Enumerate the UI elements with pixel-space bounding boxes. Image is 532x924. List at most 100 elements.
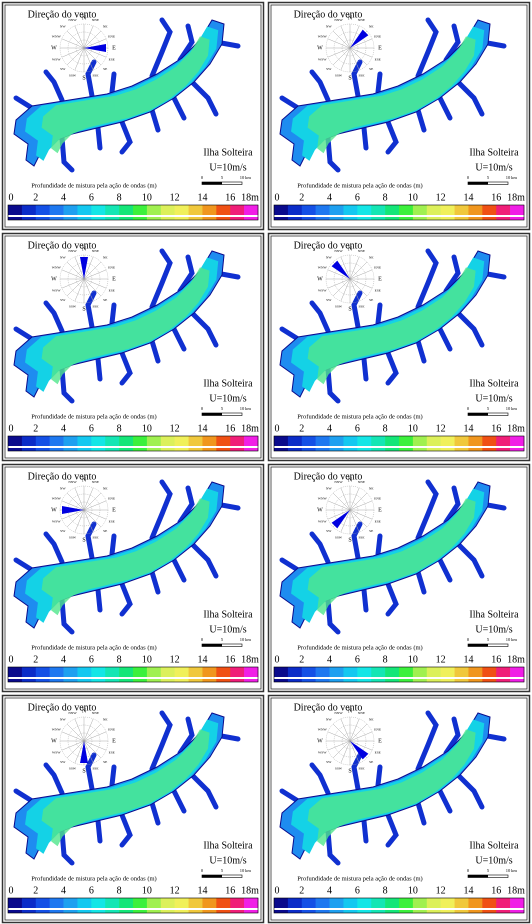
legend-swatch-strip <box>399 217 414 220</box>
legend-swatch-strip <box>119 679 134 682</box>
rose-spoke <box>74 487 85 511</box>
legend-tick-label: 4 <box>61 654 66 665</box>
legend-swatch-strip <box>133 217 148 220</box>
legend-swatch-strip <box>8 679 23 682</box>
rose-label: SSW <box>335 74 343 78</box>
reservoir-branch <box>443 716 461 756</box>
legend-tick-label: 10 <box>408 192 418 203</box>
reservoir-branch <box>309 300 331 334</box>
legend-swatch <box>146 898 162 908</box>
rose-label: SSW <box>335 767 343 771</box>
legend-swatch <box>119 667 134 677</box>
legend-tick-label: 18m <box>507 192 525 203</box>
legend-swatch <box>77 667 92 677</box>
legend-tick-label: 2 <box>33 885 38 896</box>
legend-swatch <box>188 898 203 908</box>
legend-swatch-strip <box>426 679 441 682</box>
legend-swatch-strip <box>329 448 344 451</box>
legend-tick-label: 8 <box>117 192 122 203</box>
rose-spoke <box>83 47 94 71</box>
reservoir-branch <box>361 356 369 382</box>
reservoir-branch <box>43 531 65 565</box>
rose-label: ESE <box>109 57 115 61</box>
reservoir-branch <box>455 541 485 579</box>
reservoir-branch <box>85 521 97 561</box>
reservoir-branch <box>85 752 97 792</box>
legend-swatch <box>188 667 203 677</box>
rose-label: NE <box>103 718 108 722</box>
rose-spoke <box>74 256 85 280</box>
legend-swatch <box>91 436 106 446</box>
reservoir-branch <box>59 366 75 404</box>
legend-swatch <box>63 667 78 677</box>
legend-swatch-strip <box>454 910 469 913</box>
rose-label: SSW <box>335 305 343 309</box>
rose-label: ESE <box>109 288 115 292</box>
rose-label: ESE <box>375 750 381 754</box>
rose-spoke <box>340 509 351 533</box>
reservoir-branch <box>119 812 133 848</box>
reservoir-branch <box>85 59 97 99</box>
rose-spoke <box>349 509 373 520</box>
legend-tick-label: 2 <box>33 654 38 665</box>
reservoir-deep <box>307 729 476 847</box>
legend-swatch-strip <box>77 910 92 913</box>
rose-label: SSE <box>92 767 98 771</box>
legend-swatch-strip <box>202 910 217 913</box>
rose-label: ENE <box>108 34 115 38</box>
legend-swatch-strip <box>426 910 441 913</box>
scale-tick-label: 10 <box>240 868 245 873</box>
legend-swatch <box>105 667 120 677</box>
reservoir-deep <box>307 498 476 616</box>
rose-label: E <box>112 45 116 51</box>
rose-label: SE <box>103 760 107 764</box>
reservoir-branch <box>95 818 103 844</box>
reservoir-map <box>13 248 241 404</box>
panel-inner-frame <box>270 235 528 459</box>
rose-spoke <box>61 47 85 58</box>
rose-spoke <box>327 38 351 49</box>
legend-swatch-strip <box>188 217 203 220</box>
scale-tick-label: 5 <box>487 868 490 873</box>
panel-inner-frame <box>270 466 528 690</box>
legend-tick-label: 2 <box>33 423 38 434</box>
legend-swatch-strip <box>77 448 92 451</box>
reservoir-branch <box>351 521 363 561</box>
legend-swatch <box>244 436 259 446</box>
reservoir-branch <box>375 764 383 788</box>
location-label: Ilha Solteira <box>469 147 519 158</box>
reservoir-branch <box>13 557 35 573</box>
scale-bar-fill <box>468 875 488 878</box>
rose-spoke <box>340 740 351 764</box>
legend-swatch <box>329 898 344 908</box>
speed-label: U=10m/s <box>475 855 512 866</box>
legend-swatch-strip <box>454 217 469 220</box>
legend-tick-label: 18m <box>507 654 525 665</box>
legend-swatch <box>385 667 400 677</box>
legend-swatch <box>454 436 469 446</box>
rose-label: W <box>51 276 57 282</box>
scale-unit: km <box>245 868 251 873</box>
legend-swatch <box>315 898 330 908</box>
reservoir-branch <box>415 710 439 772</box>
legend-swatch-strip <box>160 910 175 913</box>
reservoir-branch <box>325 828 341 866</box>
legend-swatch <box>343 436 358 446</box>
location-label: Ilha Solteira <box>469 609 519 620</box>
rose-spoke <box>349 509 360 533</box>
legend-swatch <box>426 436 441 446</box>
rose-label: NE <box>369 256 374 260</box>
legend-swatch <box>202 667 217 677</box>
reservoir-branch <box>189 79 219 117</box>
legend-tick-label: 18m <box>507 423 525 434</box>
rose-label: SE <box>369 67 373 71</box>
legend-swatch <box>63 436 78 446</box>
legend-swatch-strip <box>21 679 37 682</box>
legend-swatch <box>426 898 441 908</box>
legend-swatch <box>119 898 134 908</box>
rose-spoke <box>74 740 85 764</box>
legend-swatch <box>482 898 497 908</box>
